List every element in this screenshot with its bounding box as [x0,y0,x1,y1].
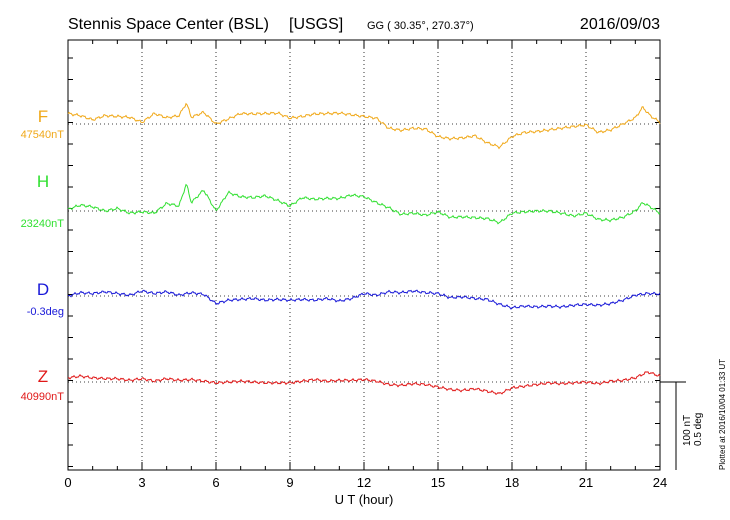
x-tick-label: 21 [579,475,593,490]
channel-baseline-z: 40990nT [21,391,65,403]
series-lines [67,102,661,395]
x-tick-label: 18 [505,475,519,490]
chart-date-label: 2016/09/03 [580,16,660,33]
x-tick-labels: 0 3 6 9 12 15 18 21 24 [64,475,667,490]
x-axis-label: U T (hour) [335,492,394,507]
chart-coords-label: GG ( 30.35°, 270.37°) [367,20,474,32]
channel-label-z: Z [38,367,48,386]
grid-lines [68,40,660,470]
x-tick-label: 9 [286,475,293,490]
plotted-timestamp: Plotted at 2016/10/04 01:33 UT [718,359,727,470]
chart-network-label: [USGS] [289,16,343,33]
axis-ticks [67,40,661,470]
channel-label-h: H [37,172,49,191]
x-tick-label: 12 [357,475,371,490]
series-line-h [67,183,661,225]
channel-baseline-f: 47540nT [21,129,65,141]
x-tick-label: 15 [431,475,445,490]
x-tick-label: 3 [138,475,145,490]
scale-bar-label-deg: 0.5 deg [693,413,704,446]
scale-bar-label-nt: 100 nT [682,415,693,446]
chart-station-title: Stennis Space Center (BSL) [68,16,269,33]
channel-baseline-d: -0.3deg [27,306,64,318]
channel-labels: F 47540nT H 23240nT D -0.3deg Z 40990nT [21,107,65,403]
series-line-f [67,102,661,150]
x-tick-label: 6 [212,475,219,490]
channel-label-d: D [37,280,49,299]
x-tick-label: 24 [653,475,667,490]
series-line-d [67,289,661,310]
x-tick-label: 0 [64,475,71,490]
series-line-z [68,371,661,395]
channel-label-f: F [38,107,48,126]
channel-baseline-h: 23240nT [21,218,65,230]
